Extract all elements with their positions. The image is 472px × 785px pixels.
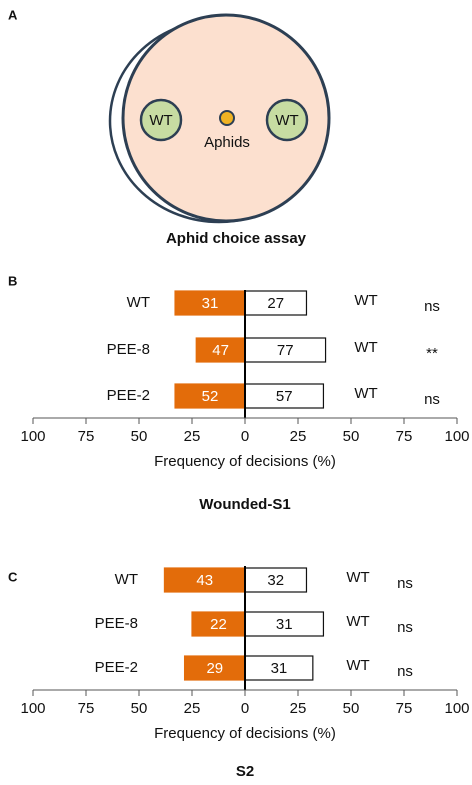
category-label: PEE-8 — [95, 615, 138, 632]
x-tick-label: 50 — [343, 700, 360, 717]
x-tick-label: 100 — [444, 428, 469, 445]
count-label: 31 — [271, 660, 288, 677]
category-label: PEE-2 — [107, 387, 150, 404]
x-tick-label: 75 — [78, 428, 95, 445]
significance: ** — [426, 345, 438, 362]
x-tick-label: 75 — [396, 700, 413, 717]
panel-label: A — [8, 7, 18, 22]
x-tick-label: 100 — [20, 700, 45, 717]
x-tick-label: 50 — [131, 700, 148, 717]
panel-title: Aphid choice assay — [166, 230, 307, 247]
count-label: 77 — [277, 342, 294, 359]
x-tick-label: 100 — [20, 428, 45, 445]
count-label: 47 — [212, 342, 229, 359]
x-tick-label: 0 — [241, 700, 249, 717]
x-tick-label: 50 — [131, 428, 148, 445]
count-label: 27 — [267, 295, 284, 312]
right-label: WT — [354, 385, 377, 402]
x-tick-label: 100 — [444, 700, 469, 717]
aphid-spot — [220, 111, 234, 125]
count-label: 31 — [276, 616, 293, 633]
count-label: 32 — [267, 572, 284, 589]
significance: ns — [424, 298, 440, 315]
chart-title: Wounded-S1 — [199, 496, 290, 513]
right-label: WT — [346, 657, 369, 674]
category-label: PEE-2 — [95, 659, 138, 676]
count-label: 52 — [202, 388, 219, 405]
significance: ns — [424, 391, 440, 408]
aphid-label: Aphids — [204, 134, 250, 151]
figure: A WT WT Aphids Aphid choice assay B WT WT n… — [0, 0, 472, 785]
right-label: WT — [346, 613, 369, 630]
category-label: WT — [127, 294, 150, 311]
x-tick-label: 25 — [290, 700, 307, 717]
x-tick-label: 0 — [241, 428, 249, 445]
x-tick-label: 25 — [184, 700, 201, 717]
x-tick-label: 75 — [396, 428, 413, 445]
well-label: WT — [275, 112, 298, 129]
count-label: 31 — [202, 295, 219, 312]
right-label: WT — [346, 569, 369, 586]
x-tick-label: 50 — [343, 428, 360, 445]
x-tick-label: 75 — [78, 700, 95, 717]
count-label: 43 — [196, 572, 213, 589]
x-tick-label: 25 — [290, 428, 307, 445]
panel-label: B — [8, 273, 17, 288]
right-label: WT — [354, 292, 377, 309]
right-label: WT — [354, 339, 377, 356]
chart-title: S2 — [236, 763, 254, 780]
x-axis-label: Frequency of decisions (%) — [154, 453, 336, 470]
significance: ns — [397, 575, 413, 592]
category-label: WT — [115, 571, 138, 588]
well-label: WT — [149, 112, 172, 129]
significance: ns — [397, 663, 413, 680]
panel-label: C — [8, 569, 18, 584]
count-label: 22 — [210, 616, 227, 633]
x-tick-label: 25 — [184, 428, 201, 445]
x-axis-label: Frequency of decisions (%) — [154, 725, 336, 742]
category-label: PEE-8 — [107, 341, 150, 358]
count-label: 57 — [276, 388, 293, 405]
significance: ns — [397, 619, 413, 636]
count-label: 29 — [206, 660, 223, 677]
